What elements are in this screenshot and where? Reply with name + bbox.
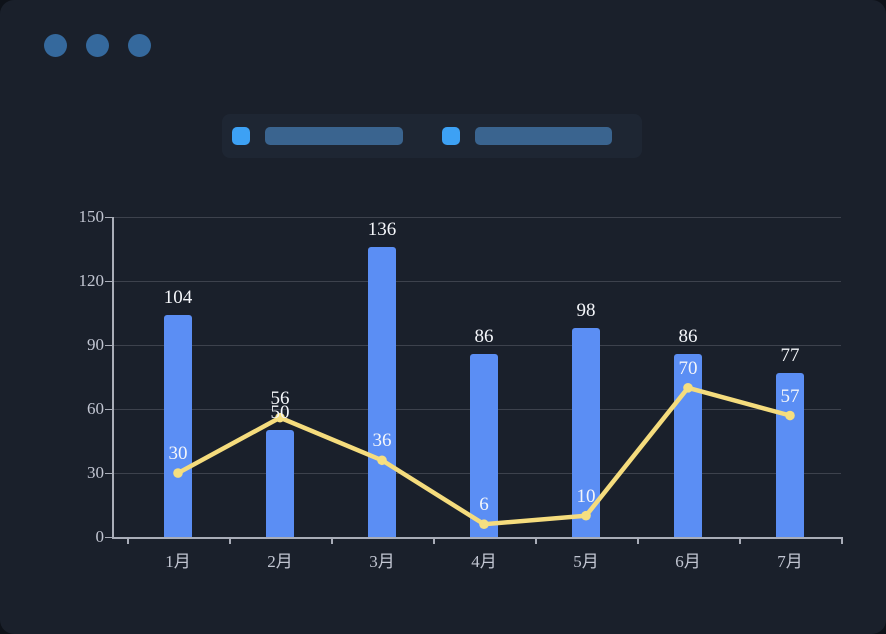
- bar-2月: [266, 430, 294, 537]
- x-axis-tick: [229, 538, 231, 544]
- line-value-label-6月: 70: [678, 357, 698, 379]
- bar-series-legend-label-pill: [265, 127, 403, 145]
- bar-value-label-1月: 104: [163, 287, 193, 309]
- line-series-legend[interactable]: [442, 127, 612, 145]
- x-axis-tick: [739, 538, 741, 544]
- gridline-120: [113, 281, 841, 283]
- y-axis-tick: [105, 408, 113, 411]
- y-axis-label: 0: [95, 527, 105, 546]
- x-axis-label-3: 3月: [369, 552, 395, 571]
- bar-value-label-2月: 50: [270, 402, 290, 424]
- x-axis-label-5: 5月: [573, 552, 599, 571]
- y-axis-label: 120: [78, 271, 105, 291]
- line-series-legend-swatch-icon: [442, 127, 460, 145]
- y-axis-tick: [105, 344, 113, 347]
- bar-value-label-4月: 86: [474, 325, 494, 347]
- line-marker-1月: [173, 468, 183, 478]
- line-series-legend-label-pill: [475, 127, 612, 145]
- line-value-label-3月: 36: [372, 430, 392, 452]
- line-marker-6月: [683, 383, 693, 393]
- x-axis-tick: [535, 538, 537, 544]
- x-axis-line: [112, 537, 843, 539]
- line-value-label-4月: 6: [479, 494, 489, 516]
- bar-value-label-6月: 86: [678, 325, 698, 347]
- y-axis-label: 150: [78, 207, 105, 227]
- x-axis-tick: [637, 538, 639, 544]
- bar-4月: [470, 353, 498, 537]
- bar-value-label-5月: 98: [576, 300, 596, 322]
- y-axis-line: [112, 217, 114, 537]
- line-marker-4月: [479, 519, 489, 530]
- x-axis-tick: [433, 538, 435, 544]
- x-axis-label-2: 2月: [267, 552, 293, 571]
- bar-3月: [368, 247, 396, 537]
- x-axis-tick: [127, 538, 129, 544]
- y-axis-label: 30: [87, 463, 104, 483]
- bar-7月: [776, 372, 804, 537]
- line-marker-7月: [785, 410, 795, 421]
- y-axis-label: 60: [87, 399, 104, 419]
- bar-series-legend-swatch-icon: [232, 127, 250, 145]
- x-axis-label-1: 1月: [165, 552, 191, 571]
- window-dot-1[interactable]: [44, 34, 67, 57]
- line-marker-3月: [377, 455, 387, 466]
- gridline-90: [113, 345, 841, 347]
- bar-value-label-3月: 136: [367, 219, 397, 241]
- x-axis-label-7: 7月: [777, 552, 803, 571]
- y-axis-label: 90: [87, 335, 104, 355]
- window-dot-2[interactable]: [86, 34, 109, 57]
- line-marker-5月: [581, 510, 591, 521]
- x-axis-label-4: 4月: [471, 552, 497, 571]
- window-controls: [44, 34, 151, 57]
- line-value-label-7月: 57: [780, 385, 800, 407]
- y-axis-tick: [105, 536, 113, 538]
- line-value-label-2月: 56: [270, 387, 290, 409]
- x-axis-tick: [331, 538, 333, 544]
- chart-legend: [232, 127, 612, 145]
- line-marker-2月: [275, 412, 285, 423]
- line-value-label-1月: 30: [168, 443, 188, 465]
- y-axis-tick: [105, 280, 113, 283]
- bar-value-label-7月: 77: [780, 344, 800, 366]
- x-axis-label-6: 6月: [675, 552, 701, 571]
- y-axis-tick: [105, 472, 113, 475]
- window-dot-3[interactable]: [128, 34, 151, 57]
- y-axis-tick: [105, 216, 113, 219]
- x-axis-tick: [841, 538, 843, 544]
- bar-1月: [164, 315, 192, 537]
- line-value-label-5月: 10: [576, 485, 596, 507]
- bar-series-legend[interactable]: [232, 127, 403, 145]
- gridline-150: [113, 217, 841, 219]
